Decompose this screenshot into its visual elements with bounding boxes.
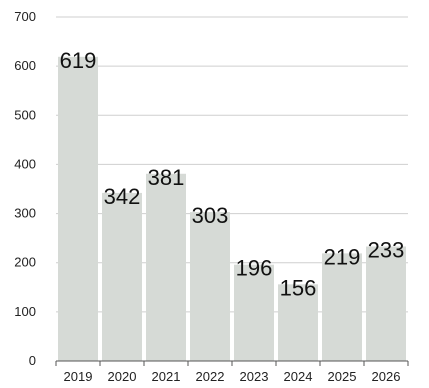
data-label: 196 — [236, 256, 273, 281]
bar-2019 — [58, 56, 98, 361]
data-labels: 619 342 381 303 196 156 219 233 — [60, 48, 405, 301]
data-label: 156 — [280, 275, 317, 300]
x-axis-tick-labels: 2019 2020 2021 2022 2023 2024 2025 2026 — [55, 361, 409, 384]
bar-2024 — [278, 284, 318, 361]
x-tick-label: 2025 — [328, 369, 357, 384]
data-label: 303 — [192, 203, 229, 228]
x-tick-label: 2022 — [196, 369, 225, 384]
bar-2025 — [322, 253, 362, 361]
y-tick-label: 600 — [14, 58, 36, 73]
x-tick-label: 2019 — [64, 369, 93, 384]
data-label: 619 — [60, 48, 97, 73]
x-tick-label: 2023 — [240, 369, 269, 384]
x-tick-label: 2020 — [108, 369, 137, 384]
bar-2020 — [102, 192, 142, 361]
bar-2023 — [234, 264, 274, 361]
y-tick-label: 400 — [14, 156, 36, 171]
bar-2021 — [146, 173, 186, 361]
bar-2022 — [190, 212, 230, 361]
x-tick-label: 2021 — [152, 369, 181, 384]
y-tick-label: 200 — [14, 255, 36, 270]
y-tick-label: 500 — [14, 107, 36, 122]
data-label: 342 — [104, 184, 141, 209]
y-tick-label: 0 — [29, 353, 36, 368]
data-label: 219 — [324, 244, 361, 269]
y-tick-label: 300 — [14, 206, 36, 221]
bar-2026 — [366, 246, 406, 361]
y-tick-label: 700 — [14, 9, 36, 24]
x-tick-label: 2026 — [372, 369, 401, 384]
x-tick-label: 2024 — [284, 369, 313, 384]
y-axis-tick-labels: 0 100 200 300 400 500 600 700 — [14, 9, 36, 368]
bars — [58, 56, 406, 361]
data-label: 233 — [368, 237, 405, 262]
y-tick-label: 100 — [14, 304, 36, 319]
data-label: 381 — [148, 165, 185, 190]
